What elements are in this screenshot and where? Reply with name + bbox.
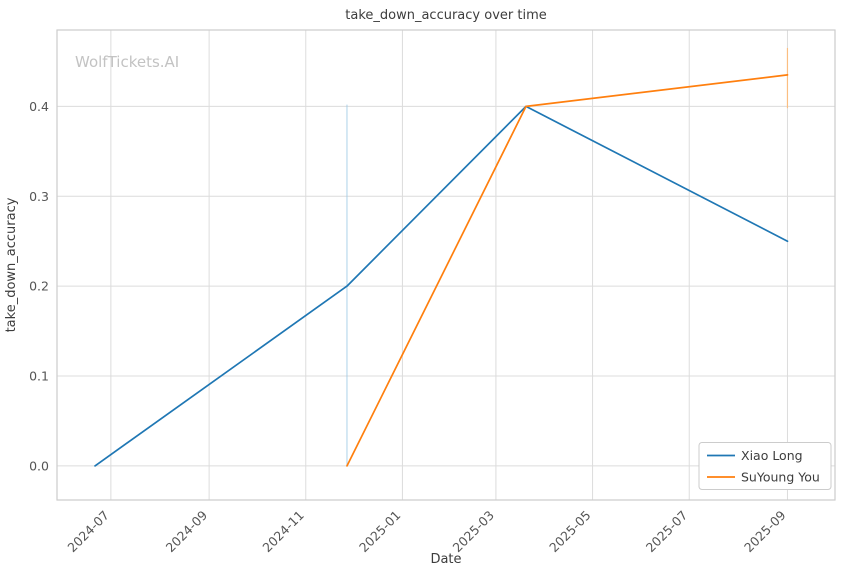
legend: Xiao Long SuYoung You: [698, 442, 832, 490]
plot-border: [56, 29, 836, 501]
series-line-xiao-long: [94, 105, 789, 467]
watermark-text: WolfTickets.AI: [75, 53, 179, 71]
y-tick-label: 0.2: [29, 279, 49, 294]
legend-label: SuYoung You: [741, 470, 820, 485]
x-axis-label: Date: [430, 552, 461, 567]
y-tick-label: 0.1: [29, 368, 49, 383]
series-line-suyoung-you: [346, 74, 789, 467]
legend-label: Xiao Long: [741, 448, 803, 463]
y-tick-label: 0.4: [29, 99, 49, 114]
chart-title: take_down_accuracy over time: [345, 8, 546, 23]
y-tick-label: 0.3: [29, 189, 49, 204]
y-tick-label: 0.0: [29, 458, 49, 473]
y-axis-label: take_down_accuracy: [4, 197, 19, 332]
